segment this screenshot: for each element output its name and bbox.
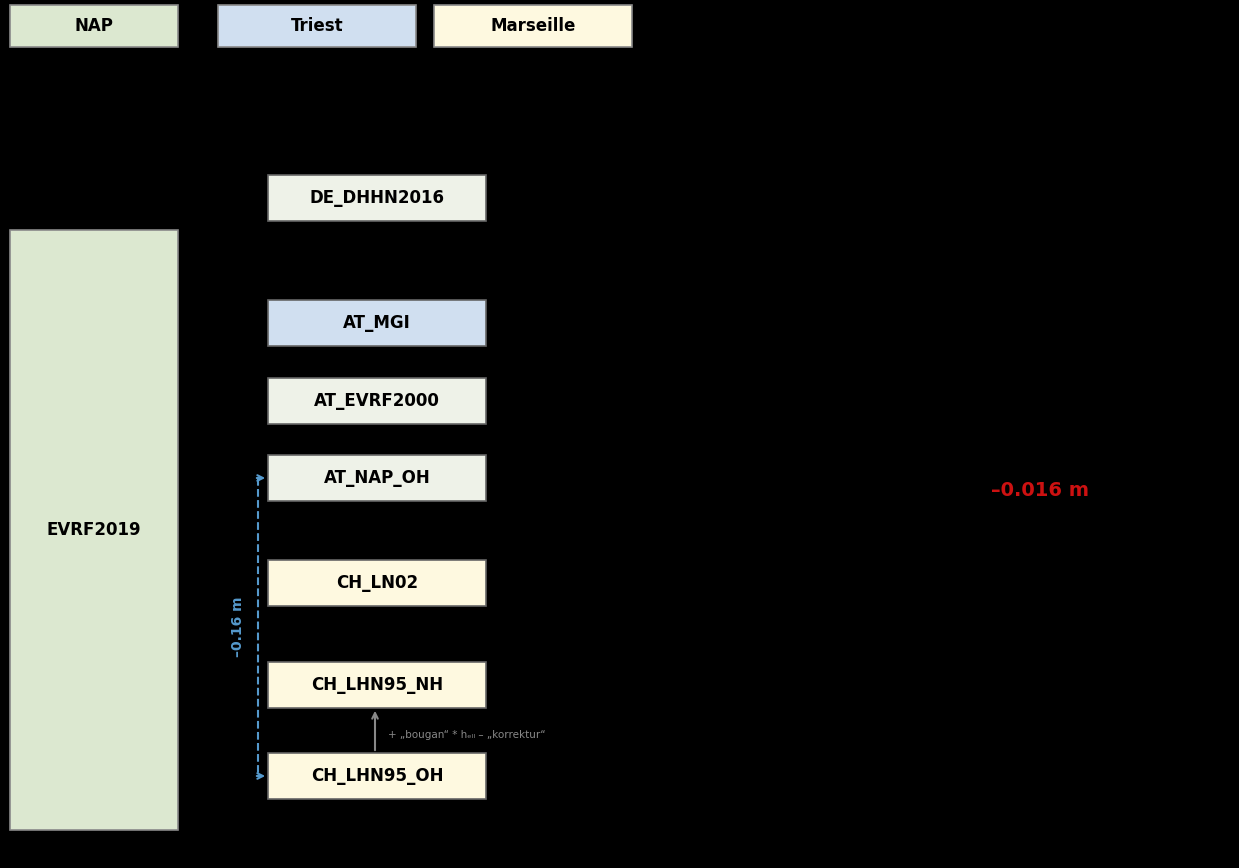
Text: –0.016 m: –0.016 m: [991, 481, 1089, 499]
Text: CH_LHN95_NH: CH_LHN95_NH: [311, 676, 444, 694]
FancyBboxPatch shape: [268, 753, 486, 799]
FancyBboxPatch shape: [268, 560, 486, 606]
FancyBboxPatch shape: [268, 662, 486, 708]
FancyBboxPatch shape: [218, 5, 416, 47]
FancyBboxPatch shape: [268, 455, 486, 501]
Text: EVRF2019: EVRF2019: [47, 521, 141, 539]
FancyBboxPatch shape: [268, 175, 486, 221]
Text: Marseille: Marseille: [491, 17, 576, 35]
FancyBboxPatch shape: [10, 5, 178, 47]
Text: NAP: NAP: [74, 17, 114, 35]
Text: AT_MGI: AT_MGI: [343, 314, 411, 332]
Text: Triest: Triest: [291, 17, 343, 35]
Text: AT_EVRF2000: AT_EVRF2000: [313, 392, 440, 410]
Text: CH_LHN95_OH: CH_LHN95_OH: [311, 767, 444, 785]
FancyBboxPatch shape: [268, 378, 486, 424]
Text: –0.16 m: –0.16 m: [230, 597, 245, 657]
FancyBboxPatch shape: [10, 230, 178, 830]
Text: CH_LN02: CH_LN02: [336, 574, 418, 592]
FancyBboxPatch shape: [434, 5, 632, 47]
Text: + „bougan“ * hₑₗₗ – „korrektur“: + „bougan“ * hₑₗₗ – „korrektur“: [388, 730, 545, 740]
Text: DE_DHHN2016: DE_DHHN2016: [310, 189, 445, 207]
FancyBboxPatch shape: [268, 300, 486, 346]
Text: AT_NAP_OH: AT_NAP_OH: [323, 469, 430, 487]
